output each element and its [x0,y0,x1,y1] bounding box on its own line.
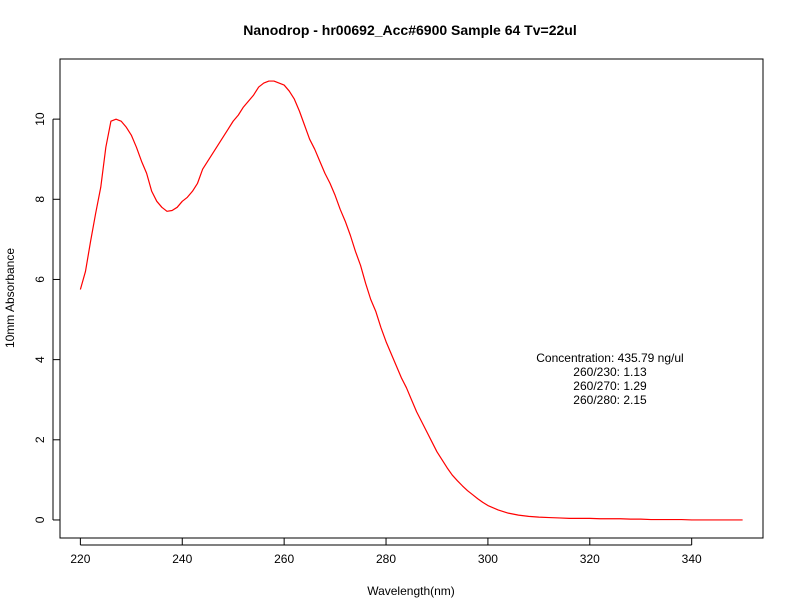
y-axis: 0 2 4 6 8 10 [33,112,60,523]
ratio-260-280-text: 260/280: 2.15 [573,393,647,407]
x-tick-label-280: 280 [376,552,396,566]
x-axis: 220 240 260 280 300 320 340 [70,538,702,566]
y-tick-label-8: 8 [33,196,47,203]
absorbance-line-0 [79,80,743,521]
y-tick-label-6: 6 [33,276,47,283]
y-axis-label: 10mm Absorbance [3,248,17,348]
ratio-260-230-text: 260/230: 1.13 [573,365,647,379]
stats-annotation: Concentration: 435.79 ng/ul 260/230: 1.1… [536,351,683,407]
ratio-260-270-text: 260/270: 1.29 [573,379,647,393]
x-tick-label-240: 240 [172,552,192,566]
x-tick-label-320: 320 [580,552,600,566]
y-tick-label-0: 0 [33,516,47,523]
x-tick-label-300: 300 [478,552,498,566]
y-tick-label-4: 4 [33,356,47,363]
x-tick-label-220: 220 [70,552,90,566]
x-tick-label-260: 260 [274,552,294,566]
chart-title: Nanodrop - hr00692_Acc#6900 Sample 64 Tv… [243,22,576,38]
y-tick-label-2: 2 [33,436,47,443]
x-tick-label-340: 340 [682,552,702,566]
series-group [79,80,743,521]
concentration-text: Concentration: 435.79 ng/ul [536,351,683,365]
y-tick-label-10: 10 [33,112,47,126]
x-axis-label: Wavelength(nm) [367,584,455,598]
plot-frame [59,58,764,539]
